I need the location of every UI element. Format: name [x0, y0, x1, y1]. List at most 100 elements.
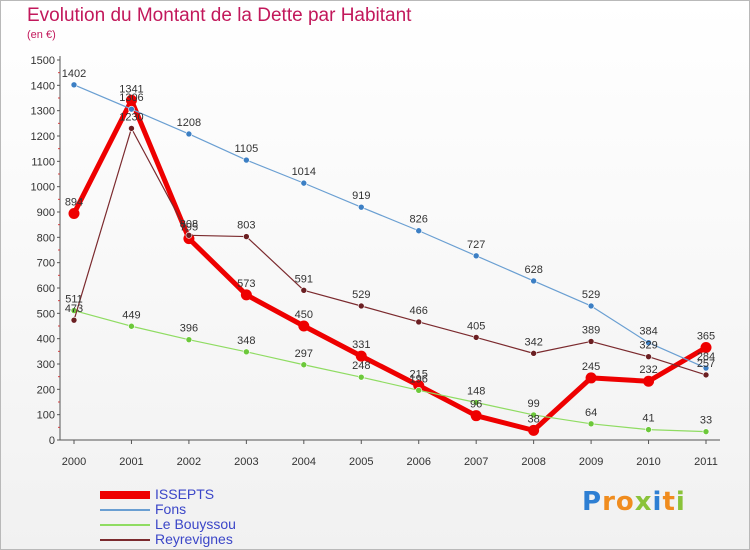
- data-point-le-bouyssou: [128, 322, 135, 330]
- data-point-le-bouyssou: [472, 399, 480, 406]
- data-label-reyrevignes: 591: [295, 273, 313, 285]
- y-tick-label: 500: [37, 308, 55, 320]
- data-label-issepts: 232: [639, 364, 657, 376]
- data-point-reyrevignes: [300, 286, 308, 294]
- data-label-issepts: 96: [470, 399, 482, 411]
- data-point-reyrevignes: [357, 302, 365, 310]
- data-label-reyrevignes: 529: [352, 289, 370, 301]
- logo-letter: o: [615, 487, 635, 517]
- y-tick-label: 600: [37, 283, 55, 295]
- data-point-reyrevignes: [587, 338, 595, 345]
- data-point-le-bouyssou: [702, 428, 710, 435]
- legend-label-reyrevignes: Reyrevignes: [155, 531, 233, 547]
- data-label-reyrevignes: 257: [697, 358, 715, 370]
- data-point-reyrevignes: [415, 318, 423, 326]
- x-tick-label: 2008: [521, 456, 545, 468]
- data-point-fons: [472, 252, 480, 260]
- data-label-issepts: 795: [180, 222, 198, 234]
- x-tick-label: 2004: [292, 456, 316, 468]
- data-label-le-bouyssou: 248: [352, 360, 370, 372]
- y-tick-label: 100: [37, 410, 55, 422]
- x-tick-label: 2006: [406, 456, 430, 468]
- data-label-fons: 1105: [235, 143, 259, 155]
- x-tick-label: 2000: [62, 456, 86, 468]
- x-tick-label: 2003: [234, 456, 258, 468]
- data-point-reyrevignes: [243, 233, 250, 240]
- legend-label-le-bouyssou: Le Bouyssou: [155, 516, 236, 532]
- data-label-fons: 727: [467, 239, 485, 251]
- x-tick-label: 2002: [177, 456, 201, 468]
- logo-letter: P: [582, 487, 603, 517]
- data-label-reyrevignes: 1230: [119, 111, 143, 123]
- data-label-fons: 529: [582, 289, 600, 301]
- data-point-le-bouyssou: [357, 373, 365, 381]
- data-label-fons: 1402: [62, 68, 86, 80]
- data-point-issepts: [700, 342, 712, 354]
- data-label-issepts: 1341: [119, 83, 143, 95]
- data-label-issepts: 365: [697, 331, 715, 343]
- series-line-issepts: [71, 97, 708, 433]
- data-label-reyrevignes: 473: [65, 303, 83, 315]
- data-point-fons: [300, 179, 308, 187]
- x-tick-label: 2005: [349, 456, 373, 468]
- y-tick-label: 300: [37, 359, 55, 371]
- proxiti-logo: Proxiti: [582, 487, 686, 517]
- series-line-le-bouyssou: [73, 309, 707, 433]
- y-tick-label: 400: [37, 334, 55, 346]
- data-point-fons: [357, 203, 365, 211]
- series-line-reyrevignes: [73, 127, 707, 376]
- data-label-le-bouyssou: 348: [237, 335, 255, 347]
- logo-letter: r: [602, 487, 616, 517]
- logo-letter: i: [675, 487, 686, 517]
- data-point-fons: [587, 302, 595, 310]
- data-label-fons: 284: [697, 351, 715, 363]
- legend-swatch-reyrevignes: [100, 539, 150, 541]
- data-label-reyrevignes: 342: [524, 336, 542, 348]
- data-point-issepts: [125, 94, 137, 106]
- data-point-fons: [530, 277, 537, 285]
- data-point-fons: [185, 130, 193, 138]
- data-label-reyrevignes: 466: [410, 305, 428, 317]
- data-point-reyrevignes: [70, 316, 78, 324]
- data-point-issepts: [68, 208, 80, 220]
- data-label-le-bouyssou: 33: [700, 415, 712, 427]
- data-point-le-bouyssou: [530, 411, 537, 419]
- data-point-le-bouyssou: [243, 348, 250, 356]
- data-label-fons: 1306: [119, 92, 143, 104]
- y-tick-label: 1200: [31, 131, 55, 143]
- data-label-issepts: 215: [410, 369, 428, 381]
- data-label-issepts: 245: [582, 361, 600, 373]
- data-point-fons: [702, 364, 710, 372]
- data-point-issepts: [298, 320, 310, 332]
- data-label-le-bouyssou: 449: [122, 309, 140, 321]
- logo-letter: i: [652, 487, 663, 517]
- x-tick-label: 2011: [694, 456, 718, 468]
- y-tick-label: 1100: [31, 156, 55, 168]
- x-tick-label: 2001: [119, 456, 143, 468]
- data-label-reyrevignes: 389: [582, 324, 600, 336]
- data-label-reyrevignes: 405: [467, 320, 485, 332]
- data-point-reyrevignes: [185, 232, 193, 239]
- y-tick-label: 200: [37, 384, 55, 396]
- data-point-reyrevignes: [702, 371, 710, 379]
- data-point-reyrevignes: [530, 350, 537, 357]
- series-line-fons: [73, 84, 707, 369]
- data-label-le-bouyssou: 511: [65, 294, 83, 306]
- data-label-issepts: 450: [295, 309, 313, 321]
- data-label-le-bouyssou: 41: [642, 413, 654, 425]
- logo-letter: t: [662, 487, 676, 517]
- y-tick-label: 0: [49, 435, 55, 447]
- data-point-fons: [415, 227, 423, 235]
- data-label-le-bouyssou: 196: [410, 373, 428, 385]
- logo-letter: x: [634, 487, 653, 517]
- data-label-le-bouyssou: 297: [295, 348, 313, 360]
- data-point-le-bouyssou: [185, 336, 193, 343]
- y-tick-label: 1000: [31, 182, 55, 194]
- data-label-le-bouyssou: 99: [528, 398, 540, 410]
- data-point-issepts: [643, 375, 655, 387]
- data-point-fons: [645, 339, 652, 347]
- data-point-fons: [243, 156, 250, 164]
- legend-label-fons: Fons: [155, 501, 187, 517]
